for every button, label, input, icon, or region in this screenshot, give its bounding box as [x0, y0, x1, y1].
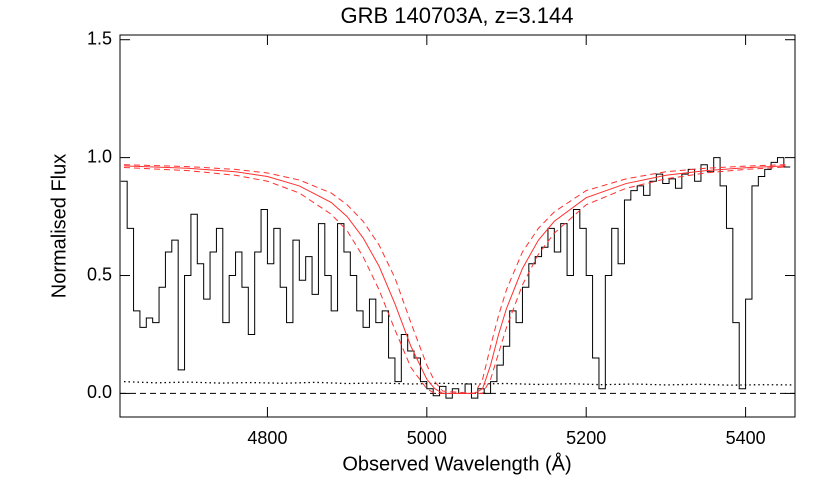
x-tick-label: 4800: [247, 428, 287, 448]
x-tick-label: 5200: [566, 428, 606, 448]
y-tick-label: 0.5: [87, 264, 112, 284]
model-curve: [123, 164, 786, 394]
y-tick-label: 1.0: [87, 146, 112, 166]
error-spectrum: [123, 380, 794, 386]
y-axis-label: Normalised Flux: [48, 154, 70, 298]
plot-frame: [119, 34, 796, 418]
x-tick-label: 5400: [726, 428, 766, 448]
model-curve: [123, 166, 786, 394]
chart-title: GRB 140703A, z=3.144: [341, 3, 574, 28]
y-tick-label: 0.0: [87, 382, 112, 402]
spectrum: [120, 157, 791, 399]
y-tick-label: 1.5: [87, 28, 112, 48]
x-tick-label: 5000: [407, 428, 447, 448]
plot-area: [120, 157, 795, 399]
x-axis-label: Observed Wavelength (Å): [342, 452, 571, 475]
